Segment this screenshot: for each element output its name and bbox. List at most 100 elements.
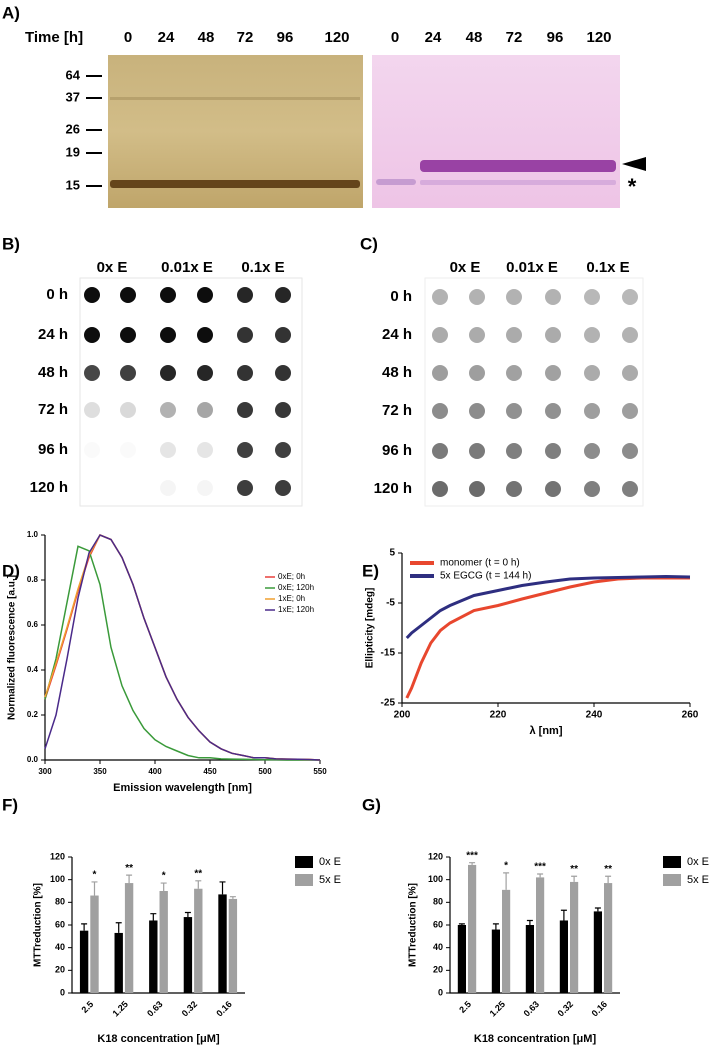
- x-tick-label: 0.63: [145, 999, 164, 1018]
- x-axis-label: K18 concentration [μM]: [474, 1033, 597, 1045]
- dot: [160, 402, 176, 418]
- column-header: 0.01x E: [506, 259, 558, 276]
- error-bar: [126, 874, 133, 884]
- bar: [604, 883, 613, 993]
- panel-label: A): [2, 3, 20, 22]
- dot: [506, 289, 522, 305]
- dot: [120, 442, 136, 458]
- dot: [120, 402, 136, 418]
- y-tick-label: 0.6: [27, 620, 39, 629]
- lane-label: 48: [198, 29, 215, 46]
- dot: [120, 327, 136, 343]
- y-tick-label: 40: [433, 942, 443, 952]
- y-axis-label: MTTreduction [%]: [408, 883, 419, 967]
- bar: [502, 889, 511, 993]
- legend-swatch: [295, 874, 313, 886]
- error-bar: [91, 881, 98, 896]
- dot: [432, 365, 448, 381]
- bar: [491, 929, 500, 993]
- dot: [197, 287, 213, 303]
- dot: [545, 403, 561, 419]
- x-tick-label: 400: [148, 767, 162, 776]
- data-line: [44, 534, 321, 761]
- lane-label: 48: [466, 29, 483, 46]
- lane-label: 120: [586, 29, 611, 46]
- row-label: 72 h: [38, 401, 68, 418]
- dot: [506, 443, 522, 459]
- band-arrow: [622, 157, 646, 171]
- dot: [237, 480, 253, 496]
- x-tick-label: 500: [258, 767, 272, 776]
- y-axis-label: Normalized fluorescence [a.u.]: [7, 575, 18, 720]
- error-bar: [150, 913, 157, 921]
- lane-label: 24: [425, 29, 442, 46]
- error-bar: [81, 923, 88, 931]
- dot: [545, 481, 561, 497]
- dot: [584, 403, 600, 419]
- bar: [593, 911, 602, 993]
- significance: **: [194, 868, 202, 879]
- error-bar: [469, 862, 476, 865]
- dot: [469, 365, 485, 381]
- dot: [275, 442, 291, 458]
- data-line: [405, 574, 691, 640]
- dot: [432, 289, 448, 305]
- y-tick-label: 80: [55, 897, 65, 907]
- dot: [84, 287, 100, 303]
- x-tick-label: 0.63: [522, 999, 541, 1018]
- y-axis-label: MTTreduction [%]: [33, 883, 44, 967]
- error-bar: [571, 875, 578, 882]
- x-tick-label: 220: [490, 710, 507, 721]
- bar: [468, 864, 477, 993]
- error-bar: [229, 896, 236, 899]
- row-label: 72 h: [382, 402, 412, 419]
- legend-swatch: [663, 874, 681, 886]
- dot: [469, 327, 485, 343]
- dot: [469, 403, 485, 419]
- dot: [197, 327, 213, 343]
- bar: [114, 932, 123, 993]
- dot: [432, 443, 448, 459]
- row-label: 96 h: [382, 442, 412, 459]
- dot: [197, 442, 213, 458]
- y-tick-label: 60: [433, 919, 443, 929]
- bar: [149, 920, 158, 993]
- dot: [622, 403, 638, 419]
- row-label: 24 h: [38, 326, 68, 343]
- x-tick-label: 550: [313, 767, 327, 776]
- row-label: 96 h: [38, 441, 68, 458]
- data-line: [44, 534, 321, 761]
- bar: [90, 895, 99, 993]
- lane-label: 120: [324, 29, 349, 46]
- dot: [84, 480, 100, 496]
- row-label: 48 h: [382, 364, 412, 381]
- y-tick-label: -25: [381, 698, 396, 709]
- dot: [432, 327, 448, 343]
- significance: *: [162, 871, 166, 882]
- x-axis-label: λ [nm]: [530, 725, 563, 737]
- band-marker: *: [628, 174, 637, 199]
- dot: [237, 402, 253, 418]
- x-tick-label: 300: [38, 767, 52, 776]
- dot: [84, 402, 100, 418]
- error-bar: [537, 873, 544, 878]
- data-line: [44, 534, 321, 761]
- x-tick-label: 200: [394, 710, 411, 721]
- column-header: 0.1x E: [241, 259, 284, 276]
- dot: [275, 402, 291, 418]
- dot: [120, 480, 136, 496]
- column-header: 0x E: [97, 259, 128, 276]
- dot: [584, 365, 600, 381]
- dot: [622, 327, 638, 343]
- x-tick-label: 260: [682, 710, 699, 721]
- legend-label: 5x EGCG (t = 144 h): [440, 571, 531, 582]
- lane-label: 24: [158, 29, 175, 46]
- error-bar: [184, 911, 191, 918]
- x-tick-label: 0.16: [214, 999, 233, 1018]
- bar: [79, 930, 89, 993]
- dot: [584, 481, 600, 497]
- dot: [506, 481, 522, 497]
- panel-label: G): [362, 795, 381, 814]
- dot: [160, 442, 176, 458]
